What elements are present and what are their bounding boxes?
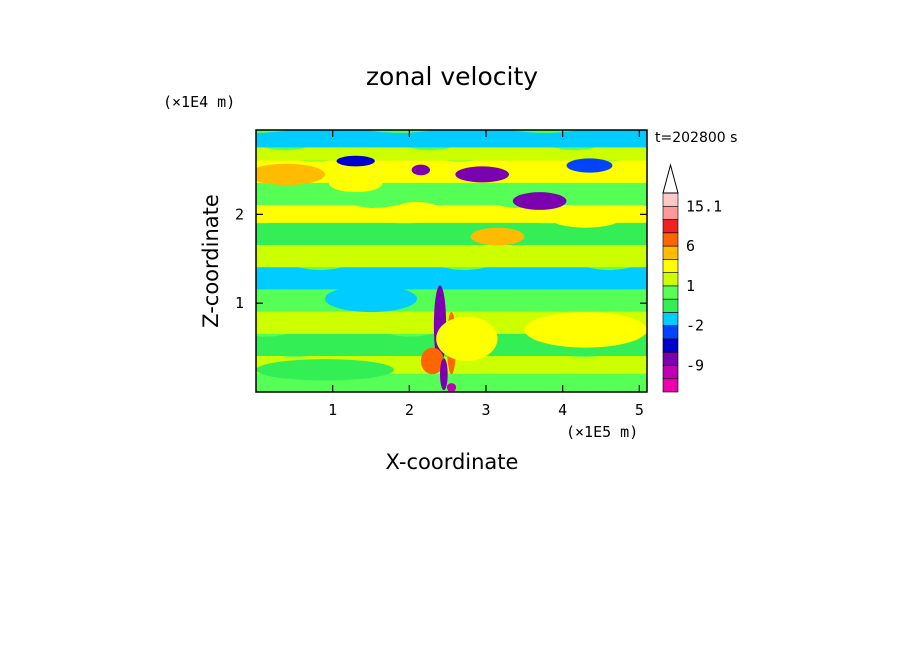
colorbar-segment: [662, 365, 679, 380]
colorbar-segment: [662, 285, 679, 300]
y-axis-label: Z-coordinate: [199, 194, 223, 328]
velocity-contour: [566, 158, 613, 173]
colorbar-segment: [662, 272, 679, 287]
x-tick-label: 3: [481, 401, 490, 419]
colorbar-label: 1: [686, 277, 695, 295]
plot-frame: [255, 129, 648, 393]
colorbar: 15.1 6 1 -2 -9: [662, 163, 722, 393]
colorbar-segment: [662, 298, 679, 313]
velocity-contour: [551, 209, 621, 228]
velocity-contour: [325, 285, 417, 313]
colorbar-max-arrow: [662, 163, 679, 194]
velocity-contour: [336, 155, 375, 167]
velocity-band: [256, 130, 647, 148]
velocity-band: [256, 238, 647, 268]
colorbar-segment: [662, 259, 679, 273]
y-tick-label: 1: [235, 294, 244, 312]
x-axis-label: X-coordinate: [386, 450, 519, 474]
velocity-contour: [411, 164, 431, 176]
velocity-contour: [328, 174, 383, 193]
y-tick-label: 2: [235, 205, 244, 223]
x-axis: 1 2 3 4 5: [328, 130, 644, 419]
x-tick-label: 5: [635, 401, 644, 419]
colorbar-segment: [662, 325, 679, 340]
velocity-contour: [256, 359, 394, 381]
colorbar-segment: [662, 232, 679, 247]
colorbar-label: -9: [686, 356, 704, 374]
chart-title: zonal velocity: [366, 62, 538, 91]
velocity-contour: [446, 383, 457, 392]
velocity-contour: [524, 312, 647, 348]
y-axis: 12: [235, 205, 647, 312]
colorbar-segment: [662, 378, 679, 393]
colorbar-segment: [662, 205, 679, 220]
x-tick-label: 2: [405, 401, 414, 419]
x-scale-label: (×1E5 m): [566, 423, 638, 441]
velocity-band: [256, 194, 647, 223]
velocity-contour: [420, 347, 444, 375]
velocity-contour: [512, 192, 567, 210]
colorbar-segment: [662, 192, 679, 207]
time-label: t=202800 s: [655, 130, 737, 146]
velocity-contour: [394, 201, 440, 218]
colorbar-segment: [662, 338, 679, 353]
velocity-contour: [440, 358, 448, 391]
x-tick-label: 4: [558, 401, 567, 419]
colorbar-label: -2: [686, 317, 704, 335]
x-tick-label: 1: [328, 401, 337, 419]
velocity-contour: [470, 227, 525, 246]
y-scale-label: (×1E4 m): [163, 93, 235, 111]
colorbar-label: 6: [686, 237, 695, 255]
colorbar-segment: [662, 312, 679, 326]
colorbar-segment: [662, 351, 679, 366]
velocity-contour: [256, 163, 325, 186]
velocity-contour: [455, 166, 509, 183]
colorbar-segment: [662, 219, 679, 234]
velocity-field: [256, 130, 647, 392]
colorbar-label: 15.1: [686, 197, 722, 215]
colorbar-segment: [662, 245, 679, 260]
velocity-contour: [436, 316, 498, 361]
